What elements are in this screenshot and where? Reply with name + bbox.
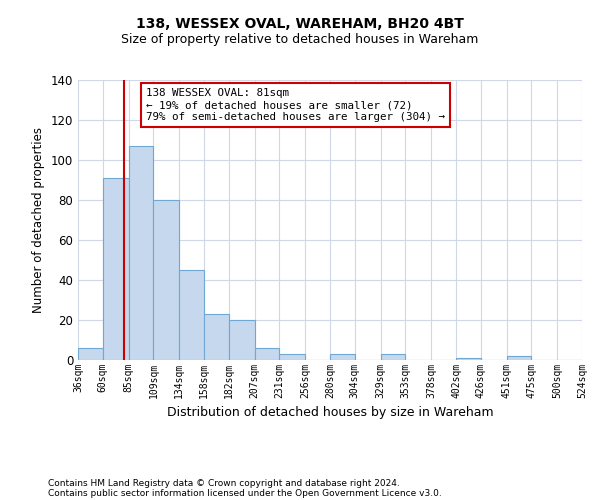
Text: Contains HM Land Registry data © Crown copyright and database right 2024.: Contains HM Land Registry data © Crown c… bbox=[48, 478, 400, 488]
Bar bbox=[280, 354, 305, 360]
Bar bbox=[506, 356, 532, 360]
X-axis label: Distribution of detached houses by size in Wareham: Distribution of detached houses by size … bbox=[167, 406, 493, 420]
Y-axis label: Number of detached properties: Number of detached properties bbox=[32, 127, 45, 313]
Bar bbox=[254, 348, 280, 360]
Bar bbox=[229, 320, 254, 360]
Bar bbox=[179, 270, 204, 360]
Bar bbox=[380, 354, 406, 360]
Bar bbox=[103, 178, 128, 360]
Text: 138, WESSEX OVAL, WAREHAM, BH20 4BT: 138, WESSEX OVAL, WAREHAM, BH20 4BT bbox=[136, 18, 464, 32]
Bar bbox=[128, 146, 154, 360]
Text: 138 WESSEX OVAL: 81sqm
← 19% of detached houses are smaller (72)
79% of semi-det: 138 WESSEX OVAL: 81sqm ← 19% of detached… bbox=[146, 88, 445, 122]
Text: Contains public sector information licensed under the Open Government Licence v3: Contains public sector information licen… bbox=[48, 488, 442, 498]
Bar bbox=[204, 314, 229, 360]
Text: Size of property relative to detached houses in Wareham: Size of property relative to detached ho… bbox=[121, 32, 479, 46]
Bar bbox=[456, 358, 481, 360]
Bar bbox=[330, 354, 355, 360]
Bar bbox=[154, 200, 179, 360]
Bar bbox=[78, 348, 103, 360]
